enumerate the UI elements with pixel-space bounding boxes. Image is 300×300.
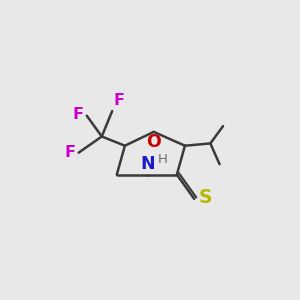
Text: H: H: [158, 153, 168, 166]
Text: F: F: [113, 93, 124, 108]
Text: F: F: [73, 107, 84, 122]
Text: F: F: [65, 145, 76, 160]
Text: N: N: [141, 155, 155, 173]
Text: S: S: [199, 188, 212, 207]
Text: O: O: [146, 133, 161, 151]
